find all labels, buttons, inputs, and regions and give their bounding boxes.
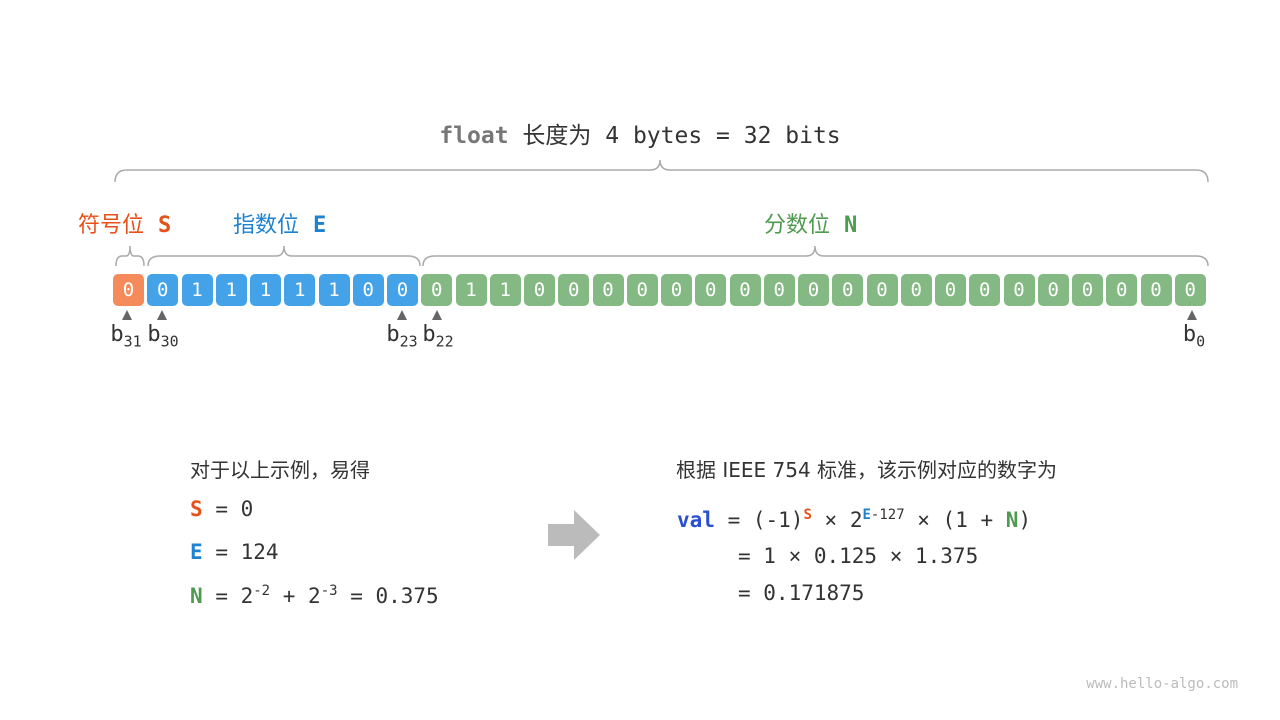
- mantissa-bit: 0: [935, 274, 966, 306]
- mantissa-bit: 0: [798, 274, 829, 306]
- mantissa-bit: 0: [763, 274, 795, 306]
- exponent-bit: 1: [284, 274, 316, 306]
- right-heading: 根据 IEEE 754 标准，该示例对应的数字为: [676, 458, 1058, 482]
- mantissa-bit: 0: [1003, 274, 1035, 306]
- exponent-bit: 1: [318, 274, 350, 306]
- mantissa-bit: 0: [866, 274, 898, 306]
- exponent-bit: 1: [215, 274, 247, 306]
- s-value: S = 0: [190, 497, 254, 521]
- formula-line-1: val = (-1)S × 2E-127 × (1 + N): [677, 507, 1032, 532]
- e-value: E = 124: [190, 540, 279, 564]
- mantissa-bit: 1: [455, 274, 487, 306]
- bit-label-22: b22: [422, 322, 454, 351]
- mantissa-bit: 0: [524, 274, 555, 306]
- watermark: www.hello-algo.com: [1086, 676, 1238, 692]
- bit-label-31: b31: [110, 322, 142, 351]
- mantissa-brace: [422, 245, 1209, 267]
- arrow-up-icon: [432, 310, 442, 320]
- formula-line-2: = 1 × 0.125 × 1.375: [738, 544, 979, 568]
- mantissa-bit: 1: [489, 274, 521, 306]
- bit-label-30: b30: [147, 322, 179, 351]
- mantissa-bit: 0: [592, 274, 624, 306]
- exponent-bit: 0: [387, 274, 418, 306]
- mantissa-bit: 0: [626, 274, 658, 306]
- arrow-up-icon: [122, 310, 132, 320]
- mantissa-bit: 0: [1140, 274, 1172, 306]
- mantissa-bit: 0: [832, 274, 864, 306]
- mantissa-bit: 0: [695, 274, 727, 306]
- mantissa-label: 分数位 N: [764, 213, 858, 238]
- total-brace: [114, 159, 1209, 183]
- mantissa-bit: 0: [969, 274, 1001, 306]
- diagram-title: float 长度为 4 bytes = 32 bits: [439, 123, 841, 149]
- mantissa-bit: 0: [661, 274, 692, 306]
- exponent-label: 指数位 E: [233, 213, 327, 238]
- exponent-bit: 1: [181, 274, 213, 306]
- mantissa-bit: 0: [900, 274, 932, 306]
- mantissa-bit: 0: [1037, 274, 1069, 306]
- mantissa-bit: 0: [1072, 274, 1103, 306]
- arrow-up-icon: [1187, 310, 1197, 320]
- exponent-bit: 0: [352, 274, 384, 306]
- bit-label-23: b23: [386, 322, 418, 351]
- exponent-bit: 0: [147, 274, 179, 306]
- arrow-up-icon: [157, 310, 167, 320]
- arrow-up-icon: [397, 310, 407, 320]
- mantissa-bit: 0: [1174, 274, 1206, 306]
- mantissa-bit: 0: [729, 274, 761, 306]
- mantissa-bit: 0: [558, 274, 590, 306]
- n-value: N = 2-2 + 2-3 = 0.375: [190, 583, 439, 608]
- sign-label: 符号位 S: [78, 213, 172, 238]
- left-heading: 对于以上示例，易得: [190, 458, 370, 482]
- mantissa-bit: 0: [1106, 274, 1138, 306]
- exponent-bit: 1: [250, 274, 281, 306]
- mantissa-bit: 0: [421, 274, 453, 306]
- arrow-right-icon: [548, 510, 600, 560]
- sign-bit: 0: [113, 274, 144, 306]
- bit-label-0: b0: [1182, 322, 1206, 351]
- sign-brace: [115, 245, 145, 267]
- exponent-brace: [147, 245, 421, 267]
- formula-line-3: = 0.171875: [738, 581, 865, 605]
